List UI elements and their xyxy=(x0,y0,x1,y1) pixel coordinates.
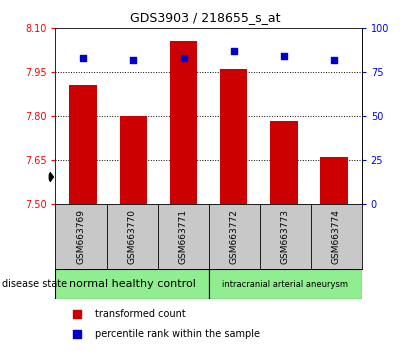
Text: GSM663774: GSM663774 xyxy=(332,209,341,264)
Bar xyxy=(55,269,209,299)
Point xyxy=(74,311,80,317)
Text: percentile rank within the sample: percentile rank within the sample xyxy=(95,330,260,339)
Bar xyxy=(209,269,362,299)
Bar xyxy=(220,69,247,204)
Bar xyxy=(270,121,298,204)
Text: GSM663772: GSM663772 xyxy=(230,209,239,264)
Point xyxy=(80,55,86,61)
Text: GSM663771: GSM663771 xyxy=(178,209,187,264)
Point xyxy=(180,55,187,61)
Point xyxy=(231,48,237,54)
Text: GSM663769: GSM663769 xyxy=(76,209,85,264)
Bar xyxy=(320,157,348,204)
Bar xyxy=(170,41,197,204)
Text: GSM663770: GSM663770 xyxy=(127,209,136,264)
Point xyxy=(281,53,287,59)
Text: normal healthy control: normal healthy control xyxy=(69,279,196,289)
Text: intracranial arterial aneurysm: intracranial arterial aneurysm xyxy=(222,280,348,289)
Bar xyxy=(69,85,97,204)
Point xyxy=(130,57,136,63)
Bar xyxy=(120,116,147,204)
Text: GDS3903 / 218655_s_at: GDS3903 / 218655_s_at xyxy=(130,11,281,24)
Point xyxy=(331,57,337,63)
Point xyxy=(74,332,80,337)
Text: disease state: disease state xyxy=(2,279,67,289)
Text: transformed count: transformed count xyxy=(95,309,186,319)
Text: GSM663773: GSM663773 xyxy=(281,209,290,264)
